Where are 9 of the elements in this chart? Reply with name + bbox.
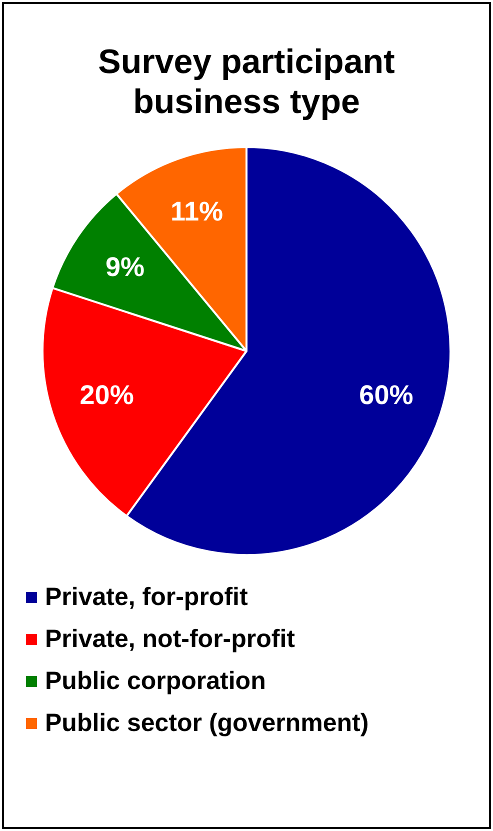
data-label: 20% <box>80 380 134 410</box>
legend-label: Private, for-profit <box>45 582 248 612</box>
data-label: 11% <box>170 196 224 226</box>
legend-label: Public corporation <box>45 666 266 696</box>
data-label: 9% <box>106 252 145 282</box>
legend-label: Private, not-for-profit <box>45 624 295 654</box>
chart-title: Survey participant business type <box>97 42 396 122</box>
data-label: 60% <box>359 380 414 410</box>
legend-label: Public sector (government) <box>45 708 369 738</box>
